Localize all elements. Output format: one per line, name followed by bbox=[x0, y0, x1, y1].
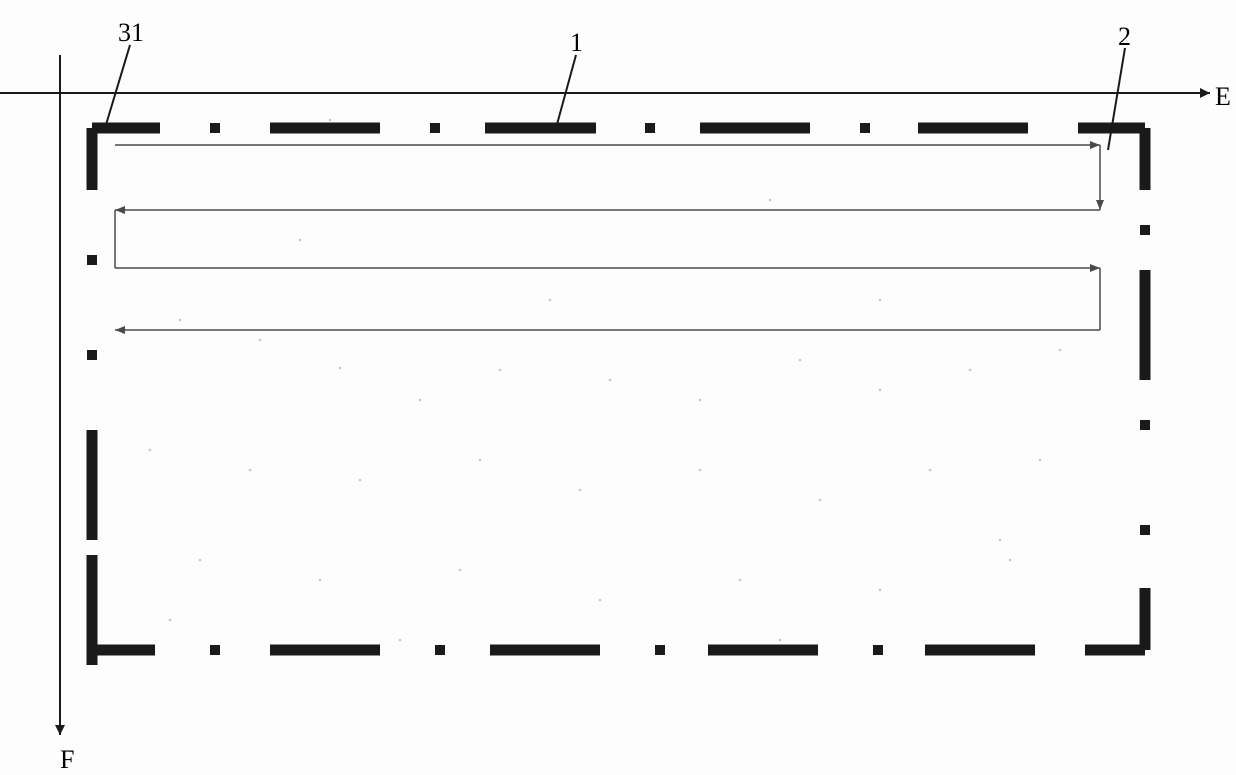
diagram-svg bbox=[0, 0, 1236, 759]
label-2: 2 bbox=[1118, 22, 1131, 52]
axis-label-e: E bbox=[1215, 82, 1231, 112]
label-31: 31 bbox=[118, 18, 144, 48]
label-1: 1 bbox=[570, 28, 583, 58]
axis-label-f: F bbox=[60, 745, 74, 775]
